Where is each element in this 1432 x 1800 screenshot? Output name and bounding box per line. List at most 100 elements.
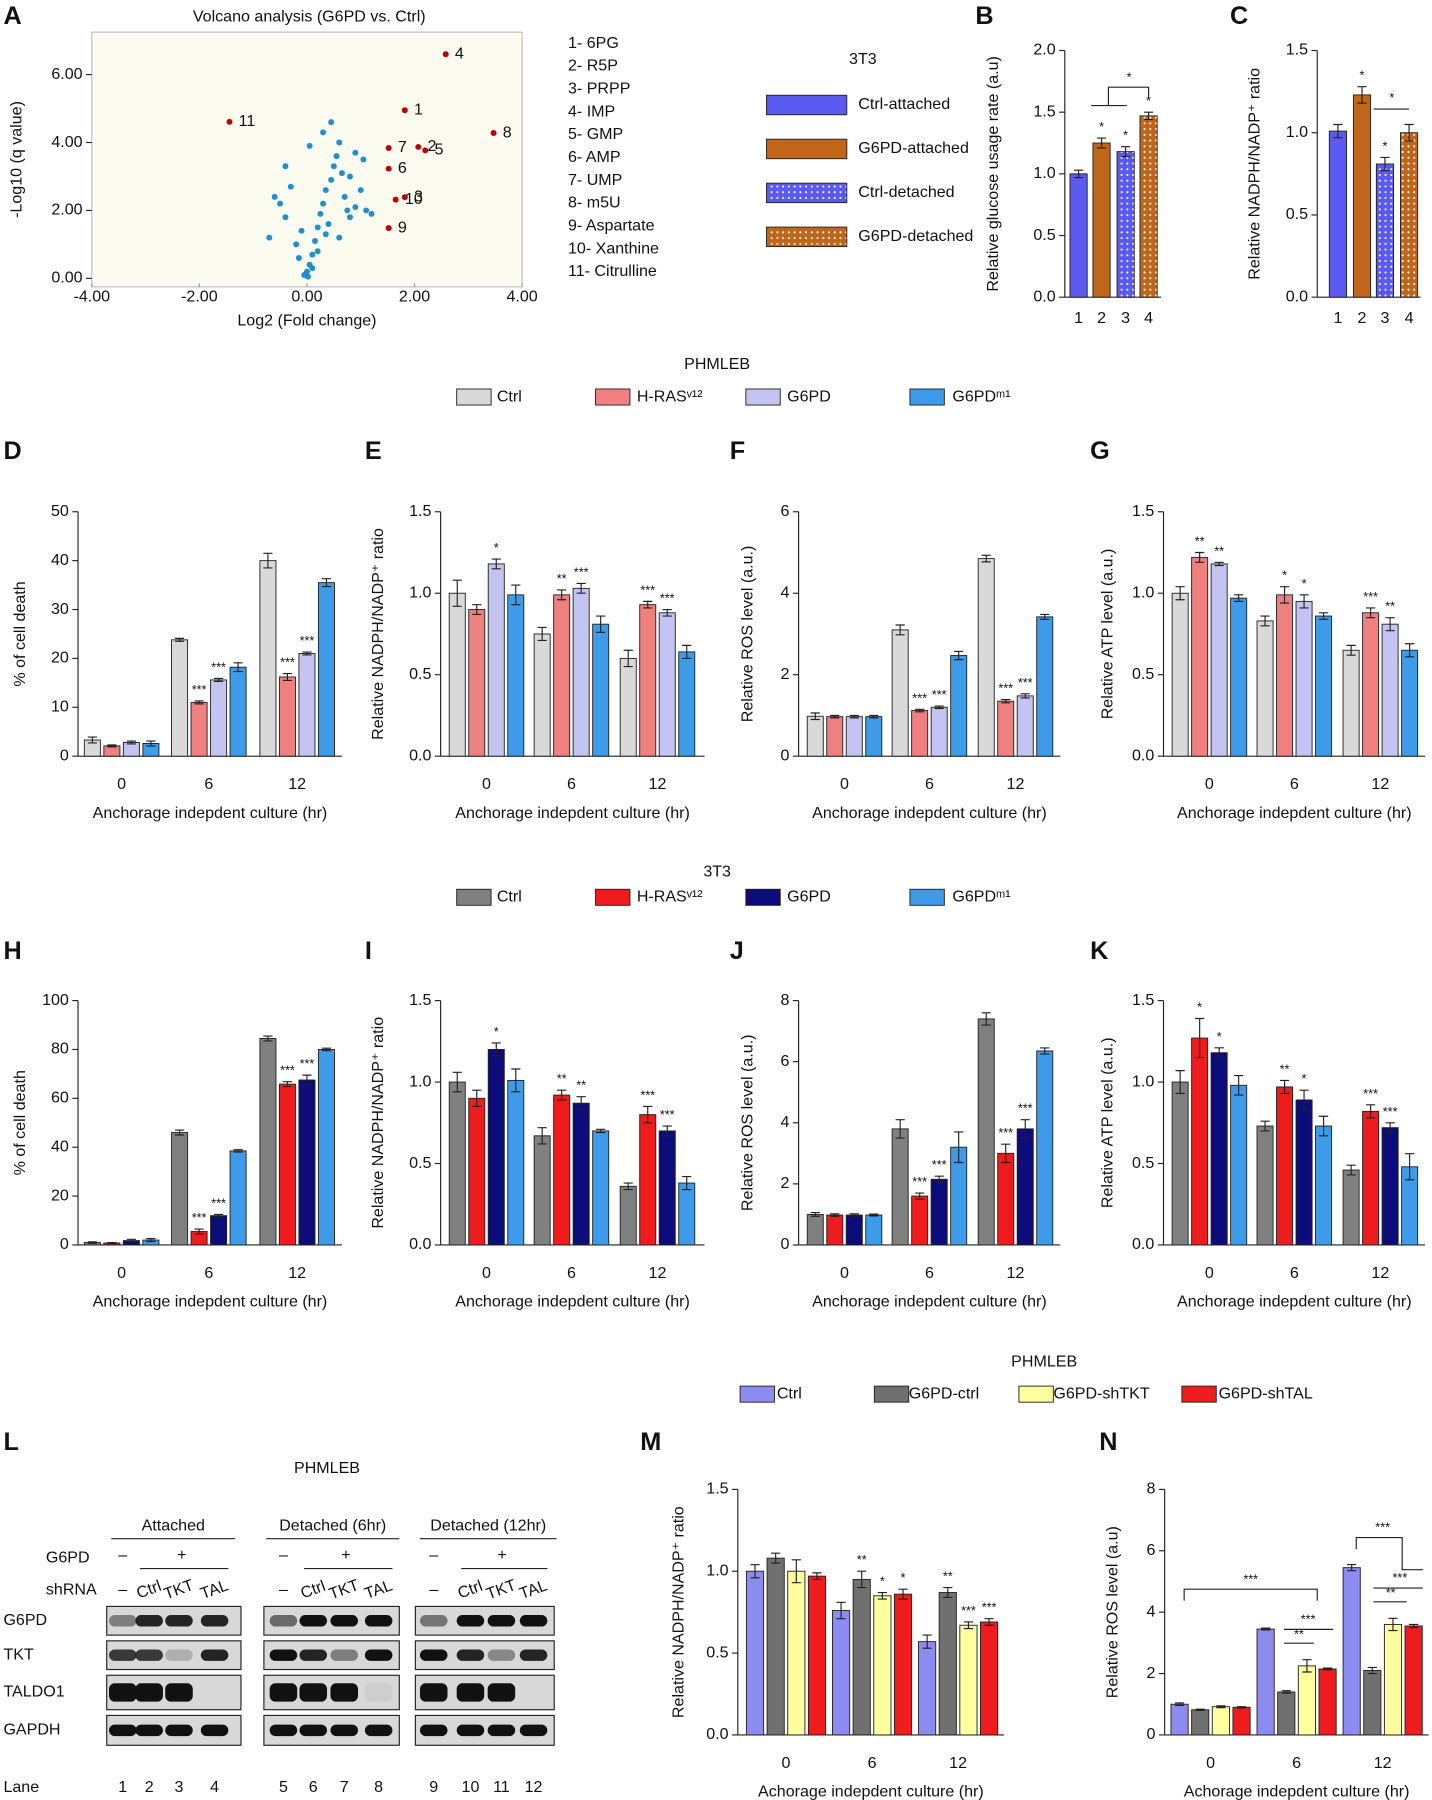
x-tick-label: 6 (1290, 1264, 1299, 1282)
significance: * (1282, 569, 1287, 583)
legend-label: Ctrl (777, 1384, 802, 1402)
bracket-label: * (1389, 91, 1394, 105)
error-bar (915, 1192, 925, 1200)
group-label: Detached (6hr) (279, 1516, 386, 1534)
g6pd-sign: + (497, 1546, 506, 1564)
x-tick-label: 6 (567, 1264, 576, 1282)
bar (210, 1215, 228, 1246)
error-bar (511, 584, 521, 606)
significance: * (1302, 577, 1307, 591)
significance: *** (640, 583, 655, 597)
y-tick-label: 1.0 (409, 1072, 431, 1090)
panel-letter: G (1090, 437, 1110, 465)
blot-band (364, 1724, 393, 1737)
significance: *** (982, 1601, 997, 1615)
error-bar (491, 1042, 501, 1057)
bar (298, 653, 316, 757)
y-tick-label: 0.0 (706, 1725, 728, 1743)
bar (1381, 1127, 1399, 1246)
y-tick-label: 20 (51, 1186, 69, 1204)
error-bar (263, 552, 273, 569)
error-bar (643, 600, 653, 609)
error-bar (954, 650, 964, 661)
significance: ** (943, 1570, 953, 1584)
significance: * (494, 541, 499, 555)
point (317, 210, 324, 217)
lane-number: 4 (210, 1778, 219, 1796)
x-tick-label: 0 (840, 775, 849, 793)
y-tick-label: 0 (780, 746, 789, 764)
significance: ** (1385, 600, 1395, 614)
x-tick-label: 6 (868, 1754, 877, 1772)
error-bar (623, 1182, 633, 1191)
x-tick-label: 12 (1007, 1264, 1025, 1282)
y-tick-label: 1.5 (1286, 41, 1308, 59)
bar (1401, 649, 1419, 757)
error-bar (1260, 615, 1270, 627)
bar (845, 1214, 863, 1246)
blot-band (519, 1649, 548, 1661)
annotation: 11- Citrulline (568, 262, 657, 280)
error-bar (1074, 169, 1084, 179)
bar (658, 1130, 676, 1246)
bar (619, 657, 637, 757)
error-bar (174, 637, 185, 642)
y-tick-label: 60 (51, 1089, 69, 1107)
error-bar (1380, 156, 1390, 172)
bar (259, 1037, 277, 1246)
blot-band (200, 1724, 229, 1737)
error-bar (1409, 1623, 1419, 1629)
blot-band (299, 1724, 328, 1737)
error-bar (557, 589, 567, 601)
blot-band (364, 1683, 393, 1702)
y-axis-label: Relative glucose usage rate (a.u) (984, 56, 1002, 292)
bar (678, 1182, 696, 1246)
y-axis-label: Relative NADPH/NADP⁺ ratio (670, 1506, 688, 1718)
x-tick-label: 4 (1144, 309, 1153, 327)
bar (865, 1214, 883, 1246)
x-axis-label: Anchorage indepdent culture (hr) (455, 1293, 690, 1311)
error-bar (963, 1621, 974, 1630)
point-label: 2 (427, 137, 436, 155)
error-bar (812, 1572, 822, 1580)
error-bar (1234, 594, 1244, 602)
point (330, 163, 337, 170)
g6pd-sign: – (429, 1546, 438, 1564)
annotation: 4- IMP (568, 102, 615, 120)
bar (122, 742, 140, 757)
shrna-label: Ctrl (455, 1577, 485, 1602)
blot-band (364, 1649, 393, 1661)
error-bar (126, 740, 136, 745)
legend-title: PHMLEB (684, 355, 750, 373)
x-tick-label: 3 (1121, 309, 1130, 327)
legend-swatch (766, 226, 848, 248)
error-bar (1347, 1564, 1357, 1572)
bar (487, 1048, 505, 1246)
bar (1036, 1050, 1054, 1246)
point (328, 176, 335, 183)
y-tick-label: 0 (780, 1235, 789, 1253)
legend-swatch (745, 388, 781, 406)
error-bar (830, 714, 840, 719)
point-label: 5 (434, 141, 443, 159)
protein-label: TALDO1 (3, 1683, 64, 1701)
error-bar (934, 1175, 944, 1183)
error-bar (1366, 1104, 1376, 1119)
legend-title: PHMLEB (1011, 1352, 1077, 1370)
error-bar (849, 1213, 859, 1217)
blot-band (269, 1649, 298, 1661)
error-bar (194, 1228, 204, 1235)
y-tick-label: 10 (51, 698, 69, 716)
y-tick-label: 0.5 (1033, 226, 1055, 244)
shrna-label: TAL (198, 1576, 231, 1603)
bar (553, 1094, 571, 1246)
bar (1069, 173, 1088, 298)
point (336, 234, 343, 241)
point (306, 142, 313, 149)
y-tick-label: 0.0 (409, 1235, 431, 1253)
bar (1342, 649, 1360, 757)
legend-swatch (873, 1385, 910, 1403)
y-tick-label: 4.00 (51, 133, 82, 151)
y-tick-label: 1.0 (1286, 123, 1308, 141)
